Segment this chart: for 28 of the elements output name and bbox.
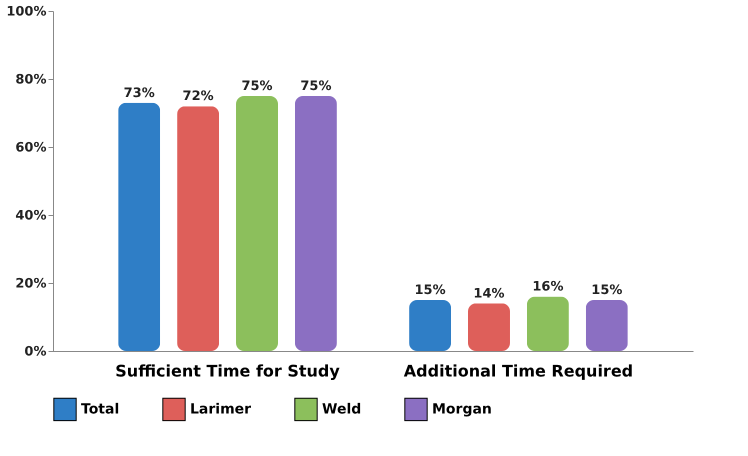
legend-label: Weld (322, 401, 362, 418)
y-tick-label: 20% (15, 276, 46, 292)
legend-label: Larimer (190, 401, 252, 418)
y-tick-label: 80% (15, 72, 46, 88)
data-label: 14% (473, 286, 505, 302)
bar (468, 303, 510, 351)
bar (409, 300, 452, 351)
y-tick-label: 0% (24, 344, 46, 360)
bar (586, 300, 628, 351)
data-label: 15% (591, 283, 622, 298)
x-tick-label: Additional Time Required (404, 362, 634, 380)
y-tick-label: 100% (6, 4, 46, 20)
bar (294, 96, 337, 351)
bar (236, 96, 278, 351)
bar (526, 296, 569, 351)
data-label: 15% (414, 283, 446, 298)
data-label: 73% (124, 86, 155, 101)
y-tick-label: 40% (15, 208, 46, 224)
bar (177, 106, 220, 351)
data-label: 16% (532, 280, 564, 295)
legend-label: Morgan (432, 401, 492, 418)
legend-label: Total (81, 401, 120, 418)
data-label: 75% (300, 79, 332, 94)
data-label: 75% (241, 79, 273, 94)
x-tick-label: Sufficient Time for Study (115, 362, 340, 380)
y-tick-label: 60% (15, 140, 46, 156)
data-label: 72% (182, 89, 214, 104)
bar (118, 102, 160, 351)
